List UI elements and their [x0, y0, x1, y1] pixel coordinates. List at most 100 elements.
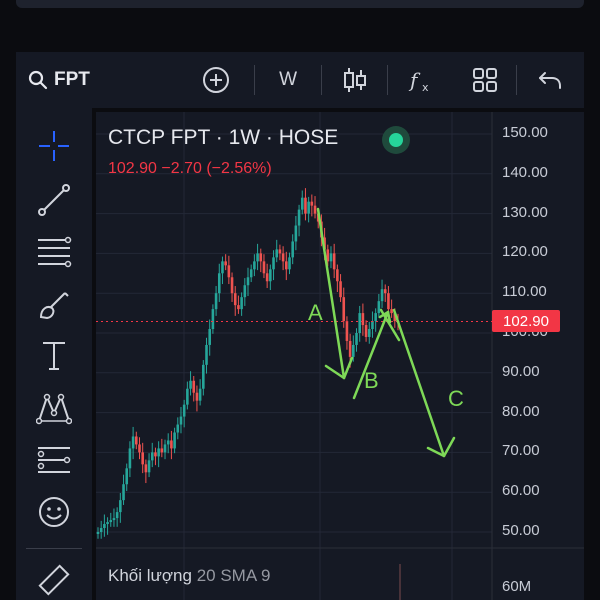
candle-body: [138, 444, 141, 453]
candle-body: [106, 522, 109, 525]
candle-body: [109, 520, 113, 523]
candle-body: [189, 380, 192, 389]
candle-body: [173, 432, 176, 449]
drawing-toolbar: [16, 108, 92, 600]
add-icon: [202, 67, 229, 93]
ruler-tool[interactable]: [36, 562, 72, 598]
undo-icon: [539, 72, 562, 89]
wave-c-arrowhead: [426, 436, 456, 458]
text-tool[interactable]: [36, 338, 72, 374]
wave-a-label: A: [308, 300, 323, 325]
pattern-tool[interactable]: [36, 390, 72, 426]
candle-body: [249, 269, 253, 278]
toolbar-divider: [320, 65, 322, 95]
text-icon: [43, 342, 65, 370]
candle-body: [141, 452, 144, 465]
layout-button[interactable]: [454, 67, 516, 93]
candle-body: [230, 277, 234, 294]
candle-body: [233, 293, 237, 306]
svg-text:x: x: [422, 81, 429, 94]
sidebar-divider: [26, 548, 82, 549]
candle-body: [103, 524, 106, 529]
indicators-button[interactable]: f x: [388, 66, 454, 94]
search-icon: [28, 70, 48, 90]
y-tick-label: 80.00: [502, 402, 540, 420]
svg-text:f: f: [408, 68, 421, 92]
candle-body: [281, 253, 285, 262]
chart-canvas[interactable]: A B C: [96, 112, 584, 600]
candle-body: [256, 253, 259, 262]
undo-button[interactable]: [517, 69, 585, 91]
candle-body: [364, 325, 368, 337]
candle-body: [297, 209, 301, 226]
compare-add-button[interactable]: [177, 65, 254, 95]
candle-body: [332, 253, 336, 270]
candle-body: [217, 273, 221, 294]
chart-title: CTCP FPT · 1W · HOSE: [108, 126, 339, 149]
candle-body: [147, 460, 151, 473]
candle-body: [291, 241, 294, 258]
candle-body: [150, 452, 154, 461]
candle-body: [313, 205, 317, 214]
candle-body: [122, 484, 125, 501]
candle-body: [336, 269, 339, 282]
candle-body: [367, 329, 371, 337]
pattern-icon: [36, 393, 72, 425]
crosshair-tool[interactable]: [36, 128, 72, 164]
fib-lines-tool[interactable]: [36, 234, 72, 270]
candle-body: [275, 249, 279, 258]
candle-body: [198, 388, 202, 401]
toolbar-divider: [515, 65, 517, 95]
candle-body: [323, 237, 326, 250]
candle-body: [300, 197, 304, 210]
wave-a-arrowhead: [324, 356, 354, 380]
candle-body: [157, 448, 160, 457]
candle-body: [352, 344, 355, 357]
interval-button[interactable]: W: [255, 69, 321, 91]
candle-body: [393, 313, 397, 322]
price-chart[interactable]: A B C CTCP FPT · 1W · HOSE 102.90 −2.70 (−…: [96, 112, 584, 600]
symbol-label: FPT: [54, 69, 90, 90]
candle-body: [383, 289, 387, 294]
brush-tool[interactable]: [36, 288, 72, 324]
candle-body: [112, 518, 116, 521]
wave-b-line: [352, 310, 390, 400]
candle-body: [361, 313, 365, 326]
candle-body: [304, 197, 307, 214]
candle-body: [329, 253, 333, 262]
wave-b-top-tick: [379, 308, 401, 342]
chart-type-button[interactable]: [322, 66, 388, 94]
candle-body: [269, 269, 272, 282]
interval-label: W: [279, 69, 298, 90]
volume-legend: Khối lượng 20 SMA 9: [108, 566, 270, 586]
candle-body: [128, 448, 132, 469]
candle-body: [265, 273, 269, 282]
candle-body: [182, 404, 186, 417]
volume-sma: 20 SMA 9: [196, 566, 271, 585]
chart-toolbar: FPT W f x: [16, 52, 584, 108]
candle-body: [144, 464, 148, 473]
symbol-search-button[interactable]: FPT: [16, 69, 177, 91]
candle-body: [284, 261, 288, 270]
y-tick-label: 140.00: [502, 163, 548, 181]
candle-body: [224, 261, 227, 266]
candle-body: [237, 305, 240, 310]
candle-body: [134, 436, 138, 445]
wave-b-label: B: [364, 368, 379, 393]
candle-body: [186, 388, 189, 405]
toolbar-divider: [254, 65, 256, 95]
toolbar-divider: [387, 65, 389, 95]
layout-icon: [472, 68, 497, 92]
candle-body: [192, 380, 196, 393]
candle-body: [214, 293, 218, 310]
candle-body: [272, 257, 275, 270]
y-tick-label: 70.00: [502, 442, 540, 460]
emoji-tool[interactable]: [36, 494, 72, 530]
candle-body: [371, 321, 374, 330]
measure-lines-tool[interactable]: [36, 442, 72, 478]
candle-body: [163, 444, 167, 453]
wave-c-line: [392, 308, 446, 458]
trend-line-tool[interactable]: [36, 182, 72, 218]
measure-lines-icon: [37, 447, 71, 473]
candle-body: [358, 313, 362, 333]
